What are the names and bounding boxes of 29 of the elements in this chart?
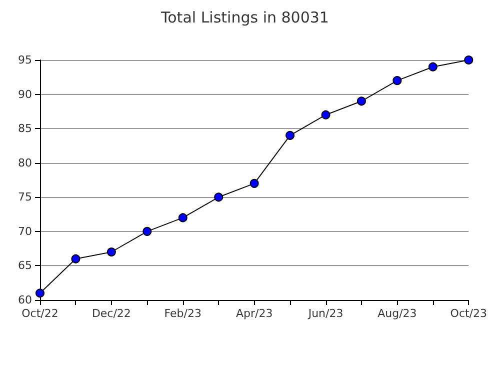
point: [250, 178, 259, 188]
y-tick-label: 90: [18, 88, 32, 101]
x-tick-label: Dec/22: [92, 307, 131, 320]
chart-title: Total Listings in 80031: [160, 8, 329, 26]
y-tick-label: 75: [18, 190, 32, 204]
y-tick-label: 95: [18, 54, 32, 66]
point: [392, 76, 402, 86]
point: [142, 226, 152, 236]
y-tick-label: 65: [18, 259, 32, 272]
x-tick-label: Feb/23: [164, 307, 202, 320]
point: [36, 288, 44, 298]
y-tick-label: 70: [18, 224, 32, 238]
point: [464, 56, 474, 64]
point: [178, 213, 188, 222]
x-tick-label: Apr/23: [236, 307, 273, 320]
y-tick-label: 85: [18, 122, 32, 136]
point: [286, 130, 295, 140]
x-tick-label: Oct/22: [22, 307, 58, 320]
point: [106, 248, 116, 256]
x-tick-label: Aug/23: [378, 307, 417, 320]
y-tick-label: 60: [18, 294, 32, 306]
point: [428, 62, 438, 72]
point: [214, 192, 224, 202]
point: [71, 254, 80, 264]
x-tick-label: Jun/23: [307, 307, 344, 320]
x-tick-label: Oct/23: [450, 307, 488, 320]
y-tick-label: 80: [18, 156, 32, 170]
point: [321, 110, 330, 120]
point: [356, 96, 366, 106]
